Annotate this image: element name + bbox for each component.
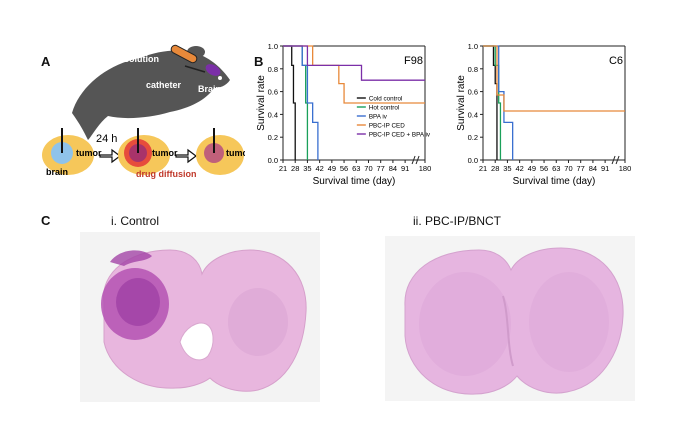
panel-letter-c: C xyxy=(41,213,51,228)
y-tick-label: 0.4 xyxy=(268,110,278,119)
control-title: i. Control xyxy=(111,214,160,228)
series-line-cold-control xyxy=(283,45,296,160)
y-tick-label: 1.0 xyxy=(468,42,478,51)
histology-treated-image xyxy=(385,236,635,401)
boron-reservoir xyxy=(170,44,198,64)
catheter-line xyxy=(184,65,206,73)
label-drug-diffusion: drug diffusion xyxy=(136,169,197,179)
mouse-eye xyxy=(218,76,222,80)
x-tick-label: 42 xyxy=(515,164,523,173)
label-brain-small: brain xyxy=(46,167,68,177)
series-line-pbc-ip-ced-bpa-iv xyxy=(283,45,425,81)
x-tick-label: 91 xyxy=(401,164,409,173)
chart-title: C6 xyxy=(609,55,623,67)
label-tumor-1: tumor xyxy=(76,148,102,158)
y-tick-label: 0.2 xyxy=(268,133,278,142)
brain-marker xyxy=(205,64,221,76)
y-tick-label: 0.4 xyxy=(468,110,478,119)
x-tick-label: 91 xyxy=(601,164,609,173)
y-axis-label: Survival rate xyxy=(456,75,467,131)
x-tick-label: 180 xyxy=(619,164,632,173)
series-line-hot-control xyxy=(483,45,502,160)
x-tick-label: 77 xyxy=(577,164,585,173)
axis-break-mark xyxy=(611,155,620,165)
label-catheter: catheter xyxy=(146,80,182,90)
x-axis-label: Survival time (day) xyxy=(513,176,596,187)
x-tick-label: 180 xyxy=(419,164,432,173)
y-tick-label: 0.6 xyxy=(468,88,478,97)
panel-letter-b: B xyxy=(254,54,264,69)
x-tick-label: 63 xyxy=(352,164,360,173)
histology-control-image xyxy=(80,232,320,402)
y-axis-label: Survival rate xyxy=(256,75,267,131)
x-tick-label: 49 xyxy=(328,164,336,173)
label-24h: 24 h xyxy=(96,133,117,145)
y-tick-label: 0.2 xyxy=(468,133,478,142)
x-tick-label: 77 xyxy=(377,164,385,173)
legend-label: PBC-IP CED + BPA iv xyxy=(369,132,431,139)
x-tick-label: 70 xyxy=(364,164,372,173)
y-tick-label: 0.0 xyxy=(268,156,278,165)
x-tick-label: 84 xyxy=(389,164,397,173)
mouse-silhouette xyxy=(72,50,230,140)
x-tick-label: 49 xyxy=(528,164,536,173)
y-tick-label: 0.6 xyxy=(268,88,278,97)
x-tick-label: 35 xyxy=(503,164,511,173)
x-tick-label: 21 xyxy=(279,164,287,173)
legend-label: Hot control xyxy=(369,105,399,112)
x-axis-label: Survival time (day) xyxy=(313,176,396,187)
label-boron-1: Boron xyxy=(128,44,155,54)
chart-title: F98 xyxy=(404,55,423,67)
x-tick-label: 35 xyxy=(303,164,311,173)
y-tick-label: 0.0 xyxy=(468,156,478,165)
series-line-bpa-iv xyxy=(283,45,319,160)
y-tick-label: 0.8 xyxy=(468,65,478,74)
label-brain: Brain xyxy=(198,84,221,94)
chart-f98: F98 0.0 0.2 0.4 0.6 0.8 1.0 21 28 35 42 49 56 63 70 77 8… xyxy=(256,42,432,187)
treated-title: ii. PBC-IP/BNCT xyxy=(413,214,502,228)
chart-c6: C6 0.0 0.2 0.4 0.6 0.8 1.0 21 28 35 42 49 56 63 70 77 84… xyxy=(456,42,632,187)
x-tick-label: 70 xyxy=(564,164,572,173)
x-tick-label: 84 xyxy=(589,164,597,173)
x-tick-label: 63 xyxy=(552,164,560,173)
y-tick-label: 1.0 xyxy=(268,42,278,51)
series-line-pbc-ip-ced xyxy=(283,45,425,104)
x-tick-label: 28 xyxy=(291,164,299,173)
x-tick-label: 56 xyxy=(540,164,548,173)
panel-a-schematic: Boron solution catheter Brain tumor brai… xyxy=(42,44,245,179)
axis-break-mark xyxy=(411,155,420,165)
series-line-pbc-ip-ced xyxy=(483,45,625,112)
x-tick-label: 28 xyxy=(491,164,499,173)
arrow-1 xyxy=(99,148,121,164)
legend-label: BPA iv xyxy=(369,114,388,121)
series-line-bpa-iv xyxy=(483,45,514,160)
legend-label: PBC-IP CED xyxy=(369,123,405,130)
x-tick-label: 42 xyxy=(315,164,323,173)
panel-letter-a: A xyxy=(41,54,51,69)
legend-label: Cold control xyxy=(369,96,403,103)
arrow-2 xyxy=(175,148,197,164)
label-boron-2: solution xyxy=(124,54,159,64)
label-tumor-2: tumor xyxy=(152,148,178,158)
x-tick-label: 21 xyxy=(479,164,487,173)
label-tumor-3: tumor xyxy=(226,148,245,158)
y-tick-label: 0.8 xyxy=(268,65,278,74)
x-tick-label: 56 xyxy=(340,164,348,173)
